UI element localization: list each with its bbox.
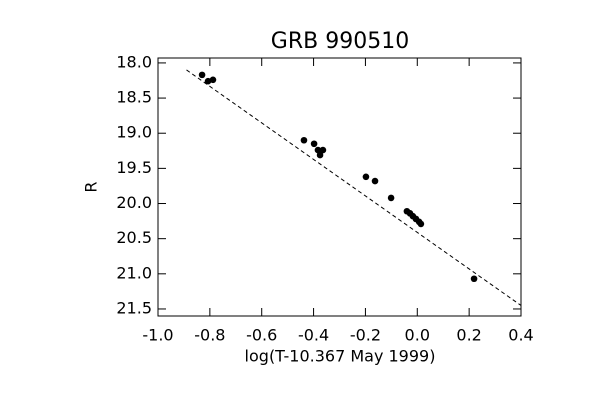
data-point bbox=[310, 140, 318, 148]
y-tick-label: 19.0 bbox=[116, 123, 152, 142]
chart-title: GRB 990510 bbox=[271, 29, 409, 54]
x-tick-label: -0.6 bbox=[246, 326, 277, 345]
data-point bbox=[417, 220, 425, 228]
x-tick-label: 0.0 bbox=[405, 326, 430, 345]
data-point bbox=[198, 71, 206, 79]
x-tick-label: -0.4 bbox=[298, 326, 329, 345]
data-point bbox=[371, 177, 379, 185]
x-axis-label: log(T-10.367 May 1999) bbox=[245, 347, 436, 366]
x-tick-label: 0.4 bbox=[508, 326, 533, 345]
data-point bbox=[362, 173, 370, 181]
y-tick-label: 20.5 bbox=[116, 228, 152, 247]
y-tick-label: 18.5 bbox=[116, 88, 152, 107]
plot-frame bbox=[157, 57, 522, 317]
x-tick-label: -1.0 bbox=[142, 326, 173, 345]
fit-line bbox=[186, 69, 522, 306]
x-tick-label: 0.2 bbox=[456, 326, 481, 345]
data-point bbox=[319, 146, 327, 154]
data-point bbox=[470, 275, 478, 283]
y-tick-label: 21.0 bbox=[116, 263, 152, 282]
y-tick-label: 20.0 bbox=[116, 193, 152, 212]
x-tick-label: -0.2 bbox=[350, 326, 381, 345]
y-tick-label: 19.5 bbox=[116, 158, 152, 177]
x-tick-label: -0.8 bbox=[194, 326, 225, 345]
y-axis-label: R bbox=[82, 181, 101, 192]
data-point bbox=[209, 76, 217, 84]
y-tick-label: 21.5 bbox=[116, 298, 152, 317]
y-tick-label: 18.0 bbox=[116, 52, 152, 71]
data-point bbox=[300, 136, 308, 144]
data-point bbox=[387, 194, 395, 202]
data-point bbox=[316, 151, 324, 159]
